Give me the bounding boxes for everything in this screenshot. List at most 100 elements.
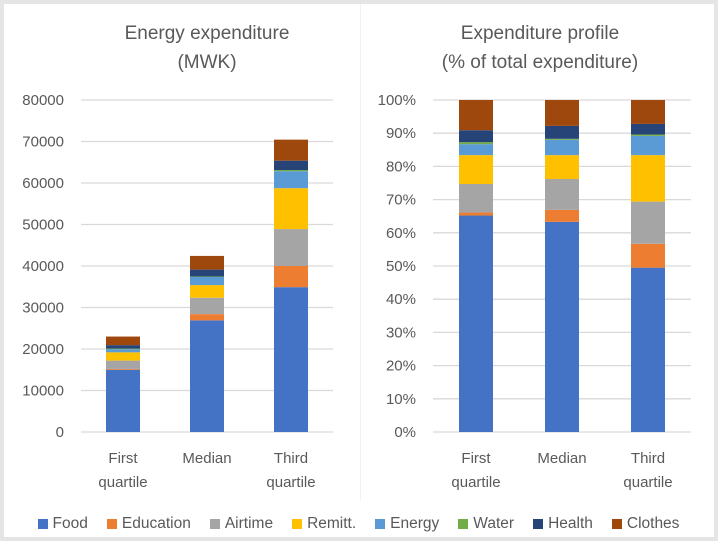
y-tick-label: 70%	[386, 192, 416, 209]
bar-segment-airtime	[631, 201, 665, 244]
x-tick-label: Third	[274, 450, 308, 467]
legend-label: Education	[121, 515, 191, 532]
chart-title-line-2: (% of total expenditure)	[442, 52, 638, 73]
bar-segment-remitt	[106, 352, 140, 361]
legend-swatch	[533, 519, 544, 529]
bar-segment-water	[274, 170, 308, 172]
bars	[459, 100, 665, 432]
chart-area	[4, 4, 714, 537]
bar-stack	[545, 100, 579, 432]
legend-swatch	[37, 519, 48, 529]
bar-segment-health	[631, 123, 665, 135]
bar-segment-remitt	[459, 155, 493, 184]
legend-swatch	[611, 519, 622, 529]
bar-segment-clothes	[106, 336, 140, 346]
bar-segment-health	[459, 130, 493, 143]
legend-label: Remitt.	[307, 515, 357, 532]
x-tick-label: Third	[631, 450, 665, 467]
y-tick-label: 70000	[22, 134, 64, 151]
y-axis: 0% 10% 20% 30% 40% 50% 60% 70% 80% 90% 100%	[378, 92, 416, 441]
bar-segment-health	[545, 125, 579, 139]
legend-swatch	[106, 519, 117, 529]
x-axis: First quartile Median Third quartile	[451, 450, 672, 491]
bar-stack	[459, 100, 493, 432]
bar-segment-water	[190, 276, 224, 277]
y-tick-label: 60%	[386, 225, 416, 242]
bar-segment-airtime	[274, 229, 308, 266]
bar-segment-energy	[190, 276, 224, 286]
legend-swatch	[209, 519, 220, 529]
bar-stack	[631, 100, 665, 432]
x-tick-label: quartile	[623, 474, 672, 491]
y-tick-label: 0	[56, 424, 64, 441]
x-tick-label: First	[461, 450, 491, 467]
bar-segment-food	[459, 215, 493, 432]
bar-segment-food	[190, 320, 224, 432]
x-tick-label: quartile	[98, 474, 147, 491]
bar-segment-airtime	[545, 179, 579, 210]
bar-segment-airtime	[190, 297, 224, 315]
bar-segment-airtime	[459, 183, 493, 213]
bar-segment-education	[190, 314, 224, 321]
bar-segment-energy	[106, 349, 140, 353]
y-tick-label: 10000	[22, 383, 64, 400]
bar-segment-food	[106, 369, 140, 432]
bar-segment-health	[274, 160, 308, 171]
bar-segment-clothes	[545, 100, 579, 126]
legend-item: Water	[458, 515, 514, 533]
bar-segment-food	[631, 267, 665, 432]
y-tick-label: 100%	[378, 92, 416, 109]
legend-label: Energy	[390, 515, 440, 532]
bar-segment-remitt	[274, 188, 308, 230]
bar-stack	[190, 255, 224, 432]
y-tick-label: 50%	[386, 258, 416, 275]
bar-segment-water	[459, 142, 493, 145]
chart-title-line-1: Expenditure profile	[461, 23, 619, 44]
x-tick-label: Median	[537, 450, 586, 467]
y-tick-label: 0%	[394, 424, 416, 441]
bar-segment-energy	[631, 135, 665, 156]
bar-segment-clothes	[274, 139, 308, 161]
legend-label: Clothes	[626, 515, 680, 532]
bar-segment-water	[631, 134, 665, 136]
y-tick-label: 80%	[386, 158, 416, 175]
bar-stack	[106, 336, 140, 432]
legend-item: Health	[533, 515, 593, 533]
bar-segment-education	[545, 209, 579, 222]
legend-item: Airtime	[209, 515, 274, 533]
bar-segment-airtime	[106, 360, 140, 369]
bar-segment-remitt	[190, 285, 224, 298]
bar-segment-education	[274, 266, 308, 288]
legend-label: Airtime	[224, 515, 274, 532]
bar-segment-clothes	[190, 255, 224, 270]
legend-label: Health	[548, 515, 593, 532]
x-tick-label: First	[108, 450, 138, 467]
x-tick-label: Median	[182, 450, 231, 467]
legend-label: Food	[52, 515, 88, 532]
expenditure-profile-chart: Expenditure profile (% of total expendit…	[378, 23, 691, 491]
bar-segment-energy	[459, 144, 493, 156]
chart-title-line-2: (MWK)	[177, 52, 236, 73]
y-tick-label: 40000	[22, 258, 64, 275]
bar-segment-clothes	[631, 100, 665, 124]
bar-segment-education	[459, 212, 493, 216]
bars	[106, 139, 308, 432]
bar-segment-health	[190, 269, 224, 277]
legend: Food Education Airtime Remitt. Energy Water He…	[0, 512, 718, 536]
bar-segment-remitt	[545, 155, 579, 180]
bar-stack	[274, 139, 308, 432]
y-tick-label: 80000	[22, 92, 64, 109]
bar-segment-education	[106, 368, 140, 370]
y-tick-label: 30%	[386, 324, 416, 341]
x-tick-label: quartile	[451, 474, 500, 491]
bar-segment-food	[545, 221, 579, 432]
bar-segment-remitt	[631, 155, 665, 202]
y-tick-label: 90%	[386, 125, 416, 142]
legend-item: Clothes	[611, 515, 680, 533]
legend-swatch	[375, 519, 386, 529]
x-axis: First quartile Median Third quartile	[98, 450, 315, 491]
y-axis: 0 10000 20000 30000 40000 50000 60000 70000 8000…	[22, 92, 64, 441]
legend-swatch	[458, 519, 469, 529]
y-tick-label: 60000	[22, 175, 64, 192]
